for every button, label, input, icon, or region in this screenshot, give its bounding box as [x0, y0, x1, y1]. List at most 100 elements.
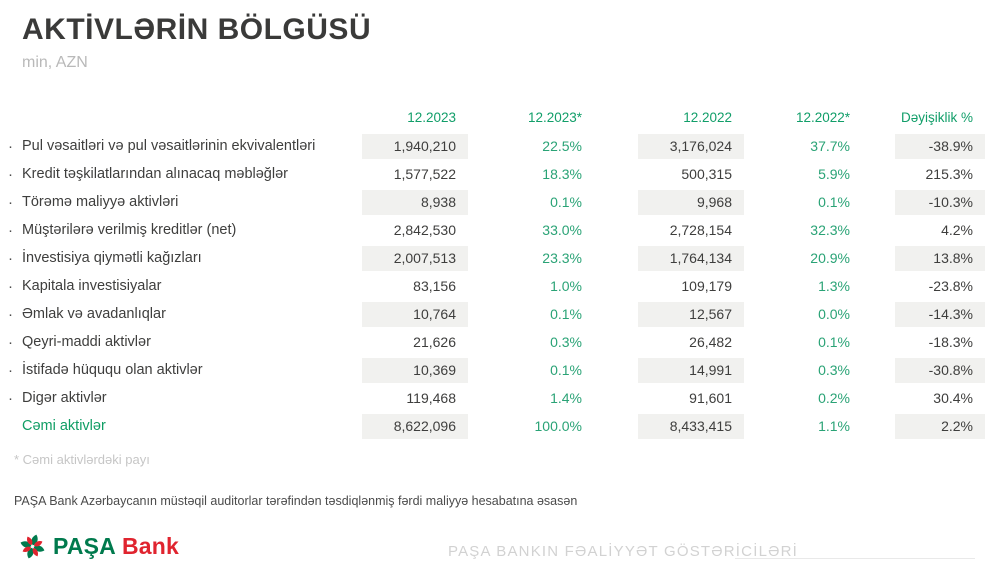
- column-gap: [852, 246, 895, 271]
- table-row: · İstifadə hüququ olan aktivlər 10,369 0…: [8, 356, 985, 384]
- value-2022-cell: 109,179: [681, 277, 732, 294]
- share-2022-cell: 0.3%: [818, 361, 850, 378]
- page-title: AKTİVLƏRİN BÖLGÜSÜ: [22, 13, 372, 46]
- change-cell: 2.2%: [895, 413, 985, 439]
- row-label: Kapitala investisiyalar: [22, 278, 162, 294]
- column-gap: [584, 358, 638, 383]
- bullet-icon: ·: [8, 165, 13, 183]
- bullet-icon: ·: [8, 361, 13, 379]
- row-label: Törəmə maliyyə aktivləri: [22, 194, 179, 210]
- row-label-cell: · Kapitala investisiyalar: [8, 278, 362, 295]
- row-label-cell: · İnvestisiya qiymətli kağızları: [8, 250, 362, 267]
- row-label-cell: · İstifadə hüququ olan aktivlər: [8, 362, 362, 379]
- row-label: Cəmi aktivlər: [22, 418, 106, 434]
- table-row: · Əmlak və avadanlıqlar 10,764 0.1% 12,5…: [8, 300, 985, 328]
- value-2022-cell: 2,728,154: [669, 221, 732, 238]
- column-gap: [584, 134, 638, 159]
- table-row: · Qeyri-maddi aktivlər 21,626 0.3% 26,48…: [8, 328, 985, 356]
- value-2023-cell: 2,007,513: [362, 245, 468, 271]
- row-label-cell: · Qeyri-maddi aktivlər: [8, 334, 362, 351]
- change-cell: 30.4%: [933, 389, 973, 406]
- logo-text-pasha: PAŞA: [53, 533, 116, 559]
- row-label-cell: · Cəmi aktivlər: [8, 418, 362, 435]
- pasha-bank-logo: PAŞA Bank: [19, 532, 179, 560]
- change-cell: -30.8%: [895, 357, 985, 383]
- value-2023-cell: 119,468: [406, 389, 456, 406]
- assets-table: 12.2023 12.2023* 12.2022 12.2022* Dəyişi…: [8, 104, 985, 440]
- value-2022-cell: 1,764,134: [638, 245, 744, 271]
- value-2022-cell: 26,482: [689, 333, 732, 350]
- column-gap: [852, 218, 895, 243]
- column-gap: [852, 105, 895, 130]
- value-2023-cell: 83,156: [413, 277, 456, 294]
- column-header-12-2023-share: 12.2023*: [527, 109, 582, 125]
- share-2023-cell: 100.0%: [534, 417, 582, 434]
- table-row: · Digər aktivlər 119,468 1.4% 91,601 0.2…: [8, 384, 985, 412]
- value-2022-cell: 12,567: [638, 301, 744, 327]
- value-2022-cell: 9,968: [638, 189, 744, 215]
- value-2022-cell: 14,991: [638, 357, 744, 383]
- row-label-cell: · Digər aktivlər: [8, 390, 362, 407]
- column-gap: [584, 218, 638, 243]
- table-row: · Kapitala investisiyalar 83,156 1.0% 10…: [8, 272, 985, 300]
- column-gap: [584, 414, 638, 439]
- row-label: Əmlak və avadanlıqlar: [22, 306, 166, 322]
- share-2023-cell: 33.0%: [542, 221, 582, 238]
- row-label: Müştərilərə verilmiş kreditlər (net): [22, 222, 237, 238]
- change-cell: 215.3%: [925, 165, 973, 182]
- row-label-cell: · Pul vəsaitləri və pul vəsaitlərinin ek…: [8, 138, 362, 155]
- value-2023-cell: 2,842,530: [393, 221, 456, 238]
- logo-text-bank: Bank: [122, 533, 180, 559]
- bullet-icon: ·: [8, 221, 13, 239]
- share-2022-cell: 0.1%: [818, 333, 850, 350]
- footnote-share: * Cəmi aktivlərdəki payı: [14, 452, 150, 467]
- share-2023-cell: 1.4%: [550, 389, 582, 406]
- share-2023-cell: 0.1%: [550, 305, 582, 322]
- share-2022-cell: 1.1%: [818, 417, 850, 434]
- column-gap: [584, 274, 638, 299]
- share-2023-cell: 22.5%: [542, 137, 582, 154]
- row-label: Pul vəsaitləri və pul vəsaitlərinin ekvi…: [22, 138, 316, 154]
- column-gap: [852, 414, 895, 439]
- share-2023-cell: 0.1%: [550, 361, 582, 378]
- value-2022-cell: 8,433,415: [638, 413, 744, 439]
- share-2022-cell: 0.0%: [818, 305, 850, 322]
- table-row: · Müştərilərə verilmiş kreditlər (net) 2…: [8, 216, 985, 244]
- row-label-cell: · Törəmə maliyyə aktivləri: [8, 194, 362, 211]
- value-2023-cell: 10,764: [362, 301, 468, 327]
- share-2022-cell: 0.2%: [818, 389, 850, 406]
- column-header-12-2022: 12.2022: [683, 109, 732, 125]
- column-gap: [852, 274, 895, 299]
- page-header: AKTİVLƏRİN BÖLGÜSÜ min, AZN: [22, 12, 371, 72]
- share-2023-cell: 18.3%: [542, 165, 582, 182]
- bullet-icon: ·: [8, 137, 13, 155]
- row-label-cell: · Əmlak və avadanlıqlar: [8, 306, 362, 323]
- share-2023-cell: 23.3%: [542, 249, 582, 266]
- column-header-change: Dəyişiklik %: [900, 109, 973, 125]
- value-2022-cell: 91,601: [689, 389, 732, 406]
- value-2023-cell: 10,369: [362, 357, 468, 383]
- bullet-icon: ·: [8, 389, 13, 407]
- table-row: · Kredit təşkilatlarından alınacaq məblə…: [8, 160, 985, 188]
- value-2023-cell: 8,938: [362, 189, 468, 215]
- column-header-12-2023: 12.2023: [407, 109, 456, 125]
- change-cell: -38.9%: [895, 133, 985, 159]
- column-gap: [852, 190, 895, 215]
- value-2023-cell: 8,622,096: [362, 413, 468, 439]
- row-label-cell: · Kredit təşkilatlarından alınacaq məblə…: [8, 166, 362, 183]
- column-gap: [584, 162, 638, 187]
- value-2022-cell: 3,176,024: [638, 133, 744, 159]
- bullet-icon: ·: [8, 305, 13, 323]
- footnote-source: PAŞA Bank Azərbaycanın müstəqil auditorl…: [14, 494, 578, 508]
- column-gap: [584, 190, 638, 215]
- column-gap: [852, 386, 895, 411]
- share-2022-cell: 5.9%: [818, 165, 850, 182]
- row-label: İnvestisiya qiymətli kağızları: [22, 250, 202, 266]
- table-row: · Pul vəsaitləri və pul vəsaitlərinin ek…: [8, 132, 985, 160]
- column-gap: [852, 134, 895, 159]
- bullet-icon: ·: [8, 333, 13, 351]
- change-cell: -10.3%: [895, 189, 985, 215]
- row-label: İstifadə hüququ olan aktivlər: [22, 362, 203, 378]
- footer-caption: PAŞA BANKIN FƏALİYYƏT GÖSTƏRİCİLƏRİ: [448, 543, 798, 560]
- share-2023-cell: 0.1%: [550, 193, 582, 210]
